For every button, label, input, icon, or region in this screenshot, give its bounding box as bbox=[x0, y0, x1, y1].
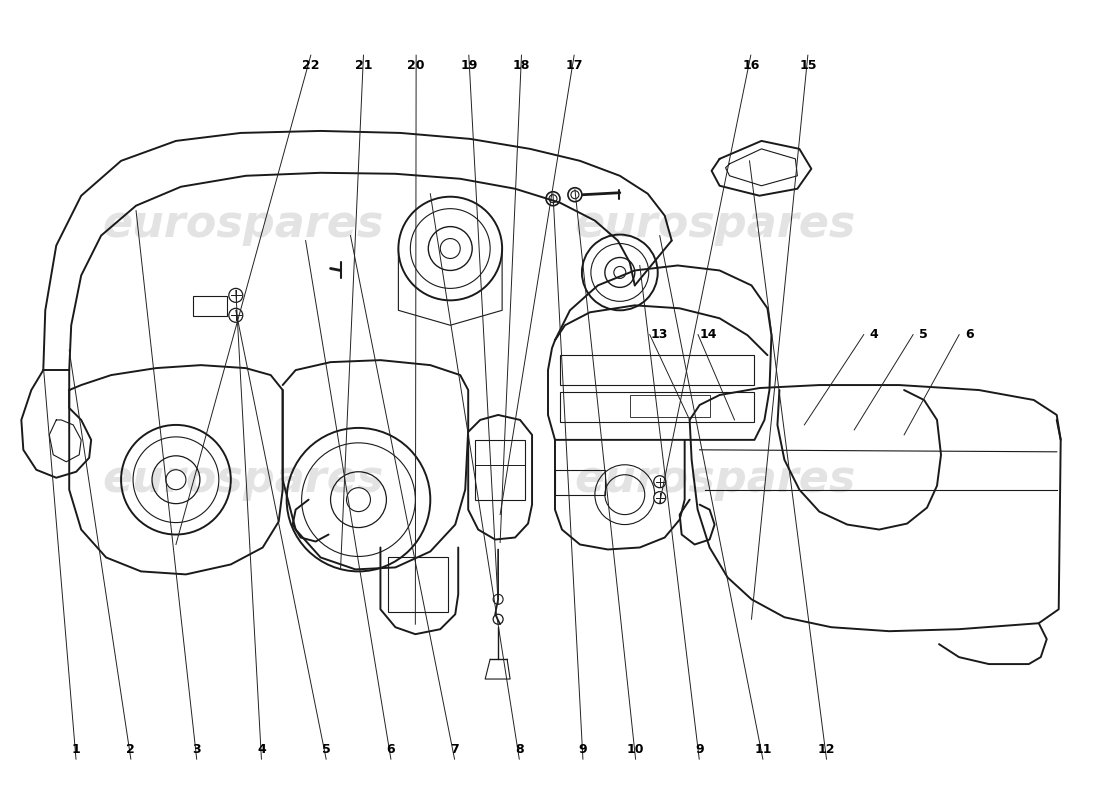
Circle shape bbox=[653, 476, 666, 488]
Circle shape bbox=[440, 238, 460, 258]
Text: 19: 19 bbox=[460, 58, 477, 72]
Text: 5: 5 bbox=[322, 742, 330, 756]
Text: 10: 10 bbox=[627, 742, 645, 756]
Text: 11: 11 bbox=[755, 742, 771, 756]
Text: 14: 14 bbox=[700, 328, 717, 341]
Text: 18: 18 bbox=[513, 58, 530, 72]
Circle shape bbox=[346, 488, 371, 512]
Text: 4: 4 bbox=[869, 328, 878, 341]
Text: 4: 4 bbox=[257, 742, 266, 756]
Text: 8: 8 bbox=[515, 742, 524, 756]
Text: 2: 2 bbox=[126, 742, 135, 756]
Text: 6: 6 bbox=[386, 742, 395, 756]
Text: 5: 5 bbox=[918, 328, 927, 341]
Text: 12: 12 bbox=[817, 742, 835, 756]
Text: 9: 9 bbox=[579, 742, 587, 756]
Text: 21: 21 bbox=[354, 58, 372, 72]
Text: 6: 6 bbox=[965, 328, 974, 341]
Circle shape bbox=[653, 492, 666, 504]
Text: 20: 20 bbox=[407, 58, 425, 72]
Text: 15: 15 bbox=[799, 58, 816, 72]
Text: eurospares: eurospares bbox=[102, 458, 384, 502]
Text: 17: 17 bbox=[565, 58, 583, 72]
Text: 22: 22 bbox=[302, 58, 320, 72]
Text: eurospares: eurospares bbox=[574, 203, 856, 246]
Circle shape bbox=[166, 470, 186, 490]
Circle shape bbox=[229, 288, 243, 302]
Circle shape bbox=[229, 308, 243, 322]
Circle shape bbox=[614, 266, 626, 278]
Text: 9: 9 bbox=[695, 742, 704, 756]
FancyBboxPatch shape bbox=[192, 296, 227, 316]
Text: 3: 3 bbox=[192, 742, 201, 756]
Text: eurospares: eurospares bbox=[102, 203, 384, 246]
Text: 7: 7 bbox=[450, 742, 459, 756]
Text: 16: 16 bbox=[742, 58, 759, 72]
Text: eurospares: eurospares bbox=[574, 458, 856, 502]
Text: 13: 13 bbox=[651, 328, 669, 341]
Text: 1: 1 bbox=[72, 742, 80, 756]
